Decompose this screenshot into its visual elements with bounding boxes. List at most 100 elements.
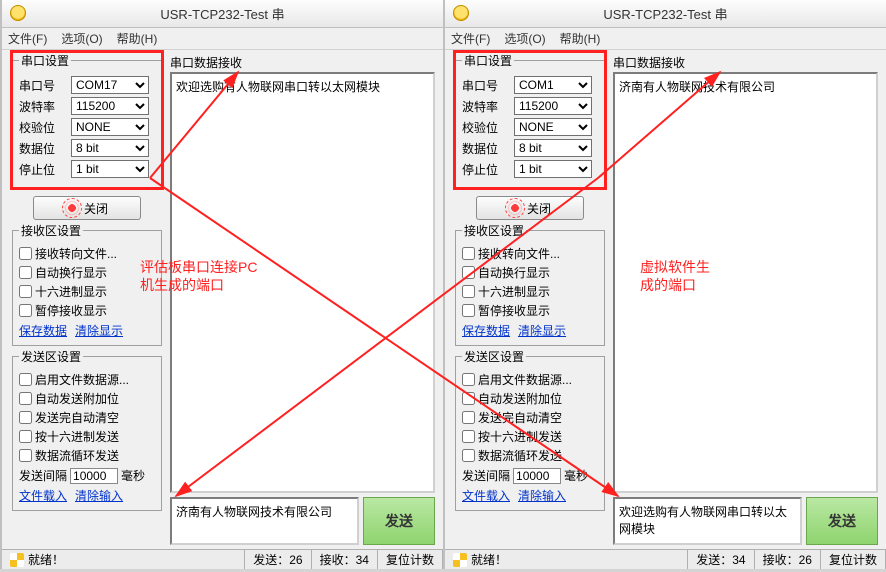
send-settings-group: 发送区设置 启用文件数据源... 自动发送附加位 发送完自动清空 按十六进制发送… <box>12 348 162 511</box>
menu-bar: 文件(F) 选项(O) 帮助(H) <box>445 28 886 50</box>
databits-select[interactable]: 8 bit <box>514 139 592 157</box>
recv-data-legend: 串口数据接收 <box>170 54 435 71</box>
loop-send-check[interactable] <box>462 449 475 462</box>
file-load-link[interactable]: 文件载入 <box>462 487 510 504</box>
interval-post-label: 毫秒 <box>564 467 588 484</box>
auto-wrap-label: 自动换行显示 <box>35 264 107 281</box>
menu-help[interactable]: 帮助(H) <box>117 30 158 47</box>
clear-input-link[interactable]: 清除输入 <box>75 487 123 504</box>
clear-input-link[interactable]: 清除输入 <box>518 487 566 504</box>
clear-display-link[interactable]: 清除显示 <box>75 322 123 339</box>
recv-text-content: 欢迎选购有人物联网串口转以太网模块 <box>176 80 380 94</box>
title-bar: USR-TCP232-Test 串 <box>445 0 886 28</box>
send-button[interactable]: 发送 <box>806 497 878 545</box>
recv-textarea[interactable]: 欢迎选购有人物联网串口转以太网模块 <box>170 72 435 493</box>
close-port-button[interactable]: 关闭 <box>33 196 141 220</box>
recv-to-file-check[interactable] <box>462 247 475 260</box>
pause-recv-check[interactable] <box>462 304 475 317</box>
interval-pre-label: 发送间隔 <box>462 467 510 484</box>
auto-clear-check[interactable] <box>19 411 32 424</box>
send-text-content: 欢迎选购有人物联网串口转以太网模块 <box>619 505 787 536</box>
save-data-link[interactable]: 保存数据 <box>19 322 67 339</box>
auto-add-check[interactable] <box>19 392 32 405</box>
settings-pane: 串口设置 串口号COM1 波特率115200 校验位NONE 数据位8 bit … <box>445 50 611 549</box>
port-select[interactable]: COM17 <box>71 76 149 94</box>
loop-send-label: 数据流循环发送 <box>35 447 119 464</box>
interval-input[interactable] <box>513 468 561 484</box>
baud-select[interactable]: 115200 <box>514 97 592 115</box>
menu-file[interactable]: 文件(F) <box>451 30 490 47</box>
recv-textarea[interactable]: 济南有人物联网技术有限公司 <box>613 72 878 493</box>
send-zone-legend: 发送区设置 <box>19 348 83 365</box>
serial-legend: 串口设置 <box>19 52 71 69</box>
data-pane: 串口数据接收 欢迎选购有人物联网串口转以太网模块 济南有人物联网技术有限公司 发… <box>168 50 443 549</box>
recv-to-file-label: 接收转向文件... <box>35 245 117 262</box>
auto-clear-check[interactable] <box>462 411 475 424</box>
loop-send-check[interactable] <box>19 449 32 462</box>
save-data-link[interactable]: 保存数据 <box>462 322 510 339</box>
menu-options[interactable]: 选项(O) <box>504 30 545 47</box>
data-label: 数据位 <box>19 140 65 157</box>
stopbits-select[interactable]: 1 bit <box>71 160 149 178</box>
send-textarea[interactable]: 欢迎选购有人物联网串口转以太网模块 <box>613 497 802 545</box>
enable-file-check[interactable] <box>462 373 475 386</box>
stopbits-select[interactable]: 1 bit <box>514 160 592 178</box>
stop-label: 停止位 <box>462 161 508 178</box>
clear-display-link[interactable]: 清除显示 <box>518 322 566 339</box>
parity-select[interactable]: NONE <box>71 118 149 136</box>
parity-select[interactable]: NONE <box>514 118 592 136</box>
data-label: 数据位 <box>462 140 508 157</box>
app-instance-right: USR-TCP232-Test 串 文件(F) 选项(O) 帮助(H) 串口设置… <box>443 0 886 569</box>
app-title: USR-TCP232-Test 串 <box>160 4 284 23</box>
send-text-content: 济南有人物联网技术有限公司 <box>176 505 332 519</box>
content-area: 串口设置 串口号COM17 波特率115200 校验位NONE 数据位8 bit… <box>2 50 443 549</box>
interval-pre-label: 发送间隔 <box>19 467 67 484</box>
recv-to-file-check[interactable] <box>19 247 32 260</box>
send-textarea[interactable]: 济南有人物联网技术有限公司 <box>170 497 359 545</box>
auto-add-label: 自动发送附加位 <box>35 390 119 407</box>
content-area: 串口设置 串口号COM1 波特率115200 校验位NONE 数据位8 bit … <box>445 50 886 549</box>
recv-to-file-label: 接收转向文件... <box>478 245 560 262</box>
app-instance-left: USR-TCP232-Test 串 文件(F) 选项(O) 帮助(H) 串口设置… <box>0 0 443 569</box>
menu-help[interactable]: 帮助(H) <box>560 30 601 47</box>
databits-select[interactable]: 8 bit <box>71 139 149 157</box>
port-select[interactable]: COM1 <box>514 76 592 94</box>
hex-send-check[interactable] <box>19 430 32 443</box>
parity-label: 校验位 <box>462 119 508 136</box>
menu-file[interactable]: 文件(F) <box>8 30 47 47</box>
auto-wrap-check[interactable] <box>19 266 32 279</box>
file-load-link[interactable]: 文件载入 <box>19 487 67 504</box>
recv-settings-group: 接收区设置 接收转向文件... 自动换行显示 十六进制显示 暂停接收显示 保存数… <box>455 222 605 346</box>
baud-select[interactable]: 115200 <box>71 97 149 115</box>
recv-settings-group: 接收区设置 接收转向文件... 自动换行显示 十六进制显示 暂停接收显示 保存数… <box>12 222 162 346</box>
app-icon <box>453 5 469 21</box>
serial-settings-group: 串口设置 串口号COM17 波特率115200 校验位NONE 数据位8 bit… <box>12 52 162 188</box>
interval-post-label: 毫秒 <box>121 467 145 484</box>
reset-label: 复位计数 <box>829 551 877 568</box>
menu-options[interactable]: 选项(O) <box>61 30 102 47</box>
recv-value: 26 <box>799 553 812 567</box>
recv-label: 接收： <box>763 551 799 568</box>
auto-clear-label: 发送完自动清空 <box>35 409 119 426</box>
reset-count-button[interactable]: 复位计数 <box>821 550 886 569</box>
hex-show-check[interactable] <box>19 285 32 298</box>
stop-label: 停止位 <box>19 161 65 178</box>
ready-icon <box>453 553 467 567</box>
hex-send-check[interactable] <box>462 430 475 443</box>
reset-count-button[interactable]: 复位计数 <box>378 550 443 569</box>
interval-input[interactable] <box>70 468 118 484</box>
pause-recv-check[interactable] <box>19 304 32 317</box>
auto-add-check[interactable] <box>462 392 475 405</box>
recv-zone-legend: 接收区设置 <box>462 222 526 239</box>
status-bar: 就绪！ 发送：34 接收：26 复位计数 <box>445 549 886 569</box>
close-port-button[interactable]: 关闭 <box>476 196 584 220</box>
status-ready: 就绪！ <box>28 551 64 568</box>
recv-data-legend: 串口数据接收 <box>613 54 878 71</box>
recv-value: 34 <box>356 553 369 567</box>
auto-wrap-check[interactable] <box>462 266 475 279</box>
hex-show-label: 十六进制显示 <box>478 283 550 300</box>
send-button[interactable]: 发送 <box>363 497 435 545</box>
port-label: 串口号 <box>462 77 508 94</box>
hex-show-check[interactable] <box>462 285 475 298</box>
enable-file-check[interactable] <box>19 373 32 386</box>
